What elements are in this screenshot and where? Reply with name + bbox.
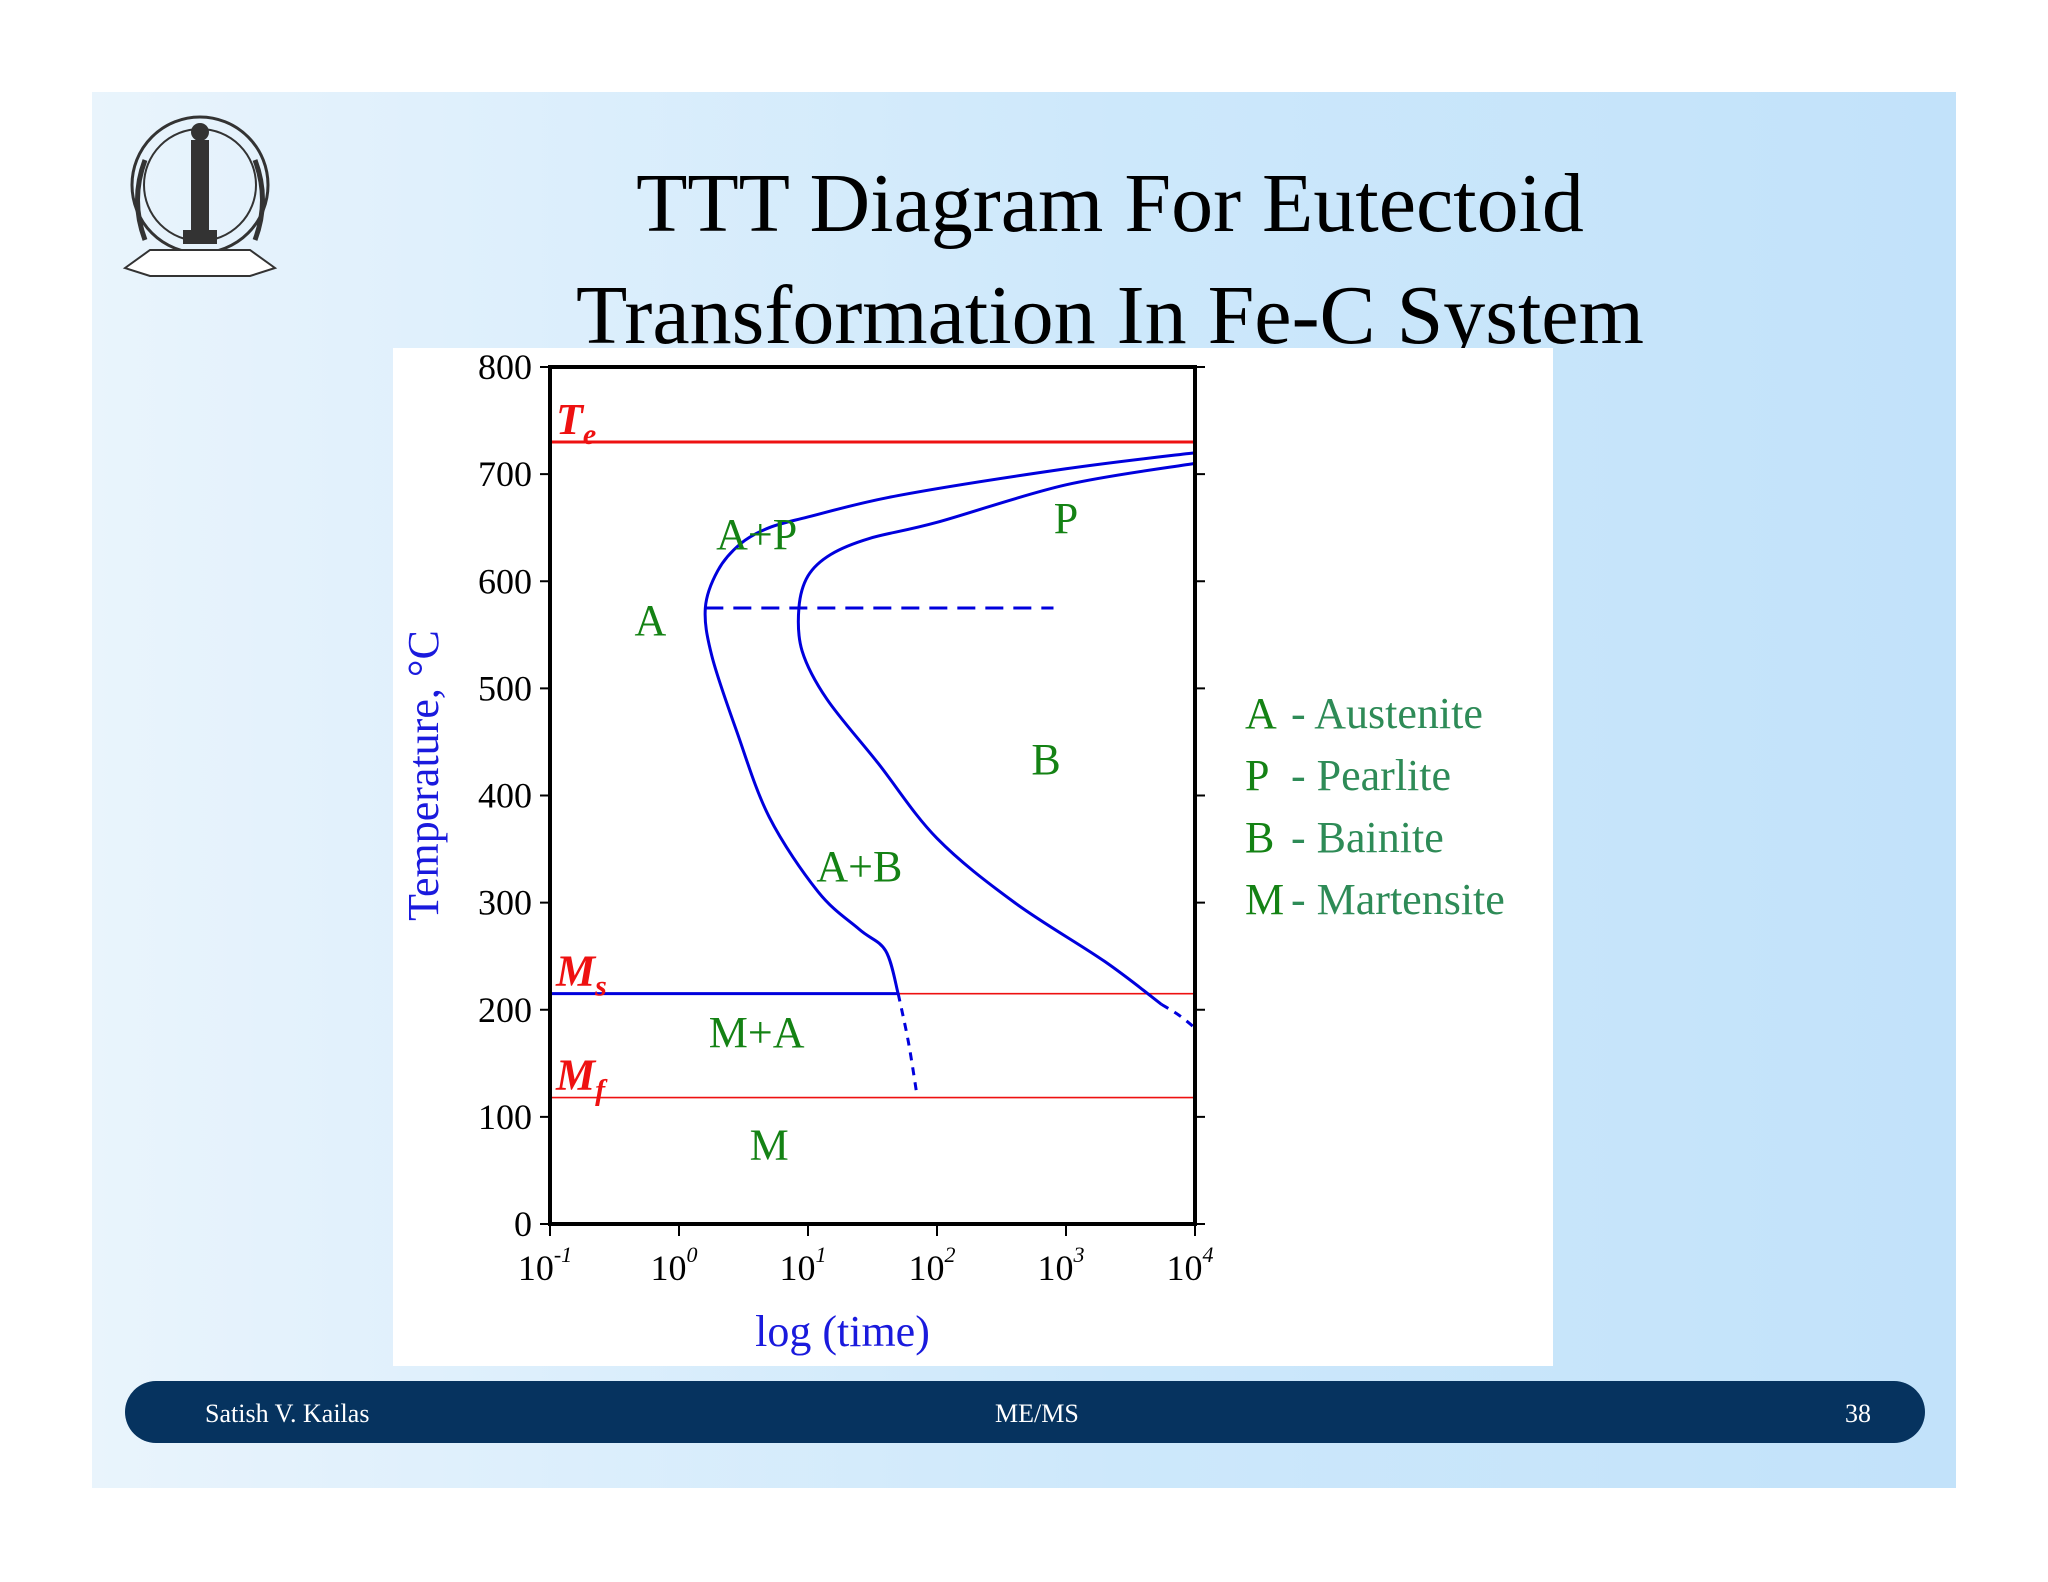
chart-panel: Te Ms Mf 800 700 600 500 400 300 200 100 0 10-1 100 10… — [393, 348, 1553, 1366]
region-label-m: M — [750, 1121, 789, 1170]
x-tick-label: 100 — [651, 1242, 698, 1288]
x-tick-label: 102 — [909, 1242, 956, 1288]
curve-finish-dashed — [1160, 1003, 1196, 1030]
y-tick-label: 0 — [514, 1204, 532, 1244]
ref-label-mf: Mf — [555, 1051, 608, 1107]
curve-finish — [796, 461, 1196, 1006]
legend-text-a: - Austenite — [1291, 689, 1483, 738]
legend-key-b: B — [1245, 813, 1274, 862]
region-label-p: P — [1054, 494, 1078, 543]
ttt-chart: Te Ms Mf 800 700 600 500 400 300 200 100 010-1 100 10… — [399, 348, 1505, 1356]
footer-author: Satish V. Kailas — [205, 1399, 370, 1428]
title-line-1: TTT Diagram For Eutectoid — [636, 157, 1584, 250]
x-tick-label: 10-1 — [518, 1242, 572, 1288]
y-tick-label: 800 — [478, 348, 532, 387]
plot-frame — [548, 365, 1197, 1226]
region-label-a-b: A+B — [816, 842, 902, 891]
curve-start — [703, 451, 1196, 995]
x-tick-label: 103 — [1038, 1242, 1085, 1288]
x-tick-label: 104 — [1167, 1242, 1214, 1288]
ref-label-te: Te — [556, 395, 596, 451]
ref-label-ms: Ms — [555, 947, 607, 1003]
region-label-a-p: A+P — [716, 510, 797, 559]
y-tick-label: 400 — [478, 776, 532, 816]
title-line-2: Transformation In Fe-C System — [576, 269, 1644, 362]
slide-title: TTT Diagram For Eutectoid Transformation… — [440, 148, 1780, 372]
footer-page-number: 38 — [1845, 1399, 1871, 1428]
region-label-a: A — [634, 596, 666, 645]
x-axis-label: log (time) — [755, 1307, 930, 1356]
y-tick-label: 700 — [478, 454, 532, 494]
y-tick-label: 600 — [478, 561, 532, 601]
curve-start-dashed — [896, 993, 919, 1096]
footer-course: ME/MS — [995, 1399, 1079, 1428]
institute-logo — [105, 100, 295, 290]
y-tick-label: 100 — [478, 1097, 532, 1137]
legend-text-p: - Pearlite — [1291, 751, 1451, 800]
region-label-b: B — [1031, 735, 1060, 784]
region-label-m-a: M+A — [709, 1008, 805, 1057]
legend-key-p: P — [1245, 751, 1269, 800]
y-tick-label: 300 — [478, 883, 532, 923]
legend-text-b: - Bainite — [1291, 813, 1444, 862]
legend-key-a: A — [1245, 689, 1277, 738]
y-axis-label: Temperature, °C — [399, 630, 448, 921]
x-tick-label: 101 — [780, 1242, 827, 1288]
legend-text-m: - Martensite — [1291, 875, 1505, 924]
footer-bar: Satish V. Kailas ME/MS 38 — [125, 1381, 1925, 1443]
y-tick-label: 200 — [478, 990, 532, 1030]
y-tick-label: 500 — [478, 668, 532, 708]
legend-key-m: M — [1245, 875, 1284, 924]
